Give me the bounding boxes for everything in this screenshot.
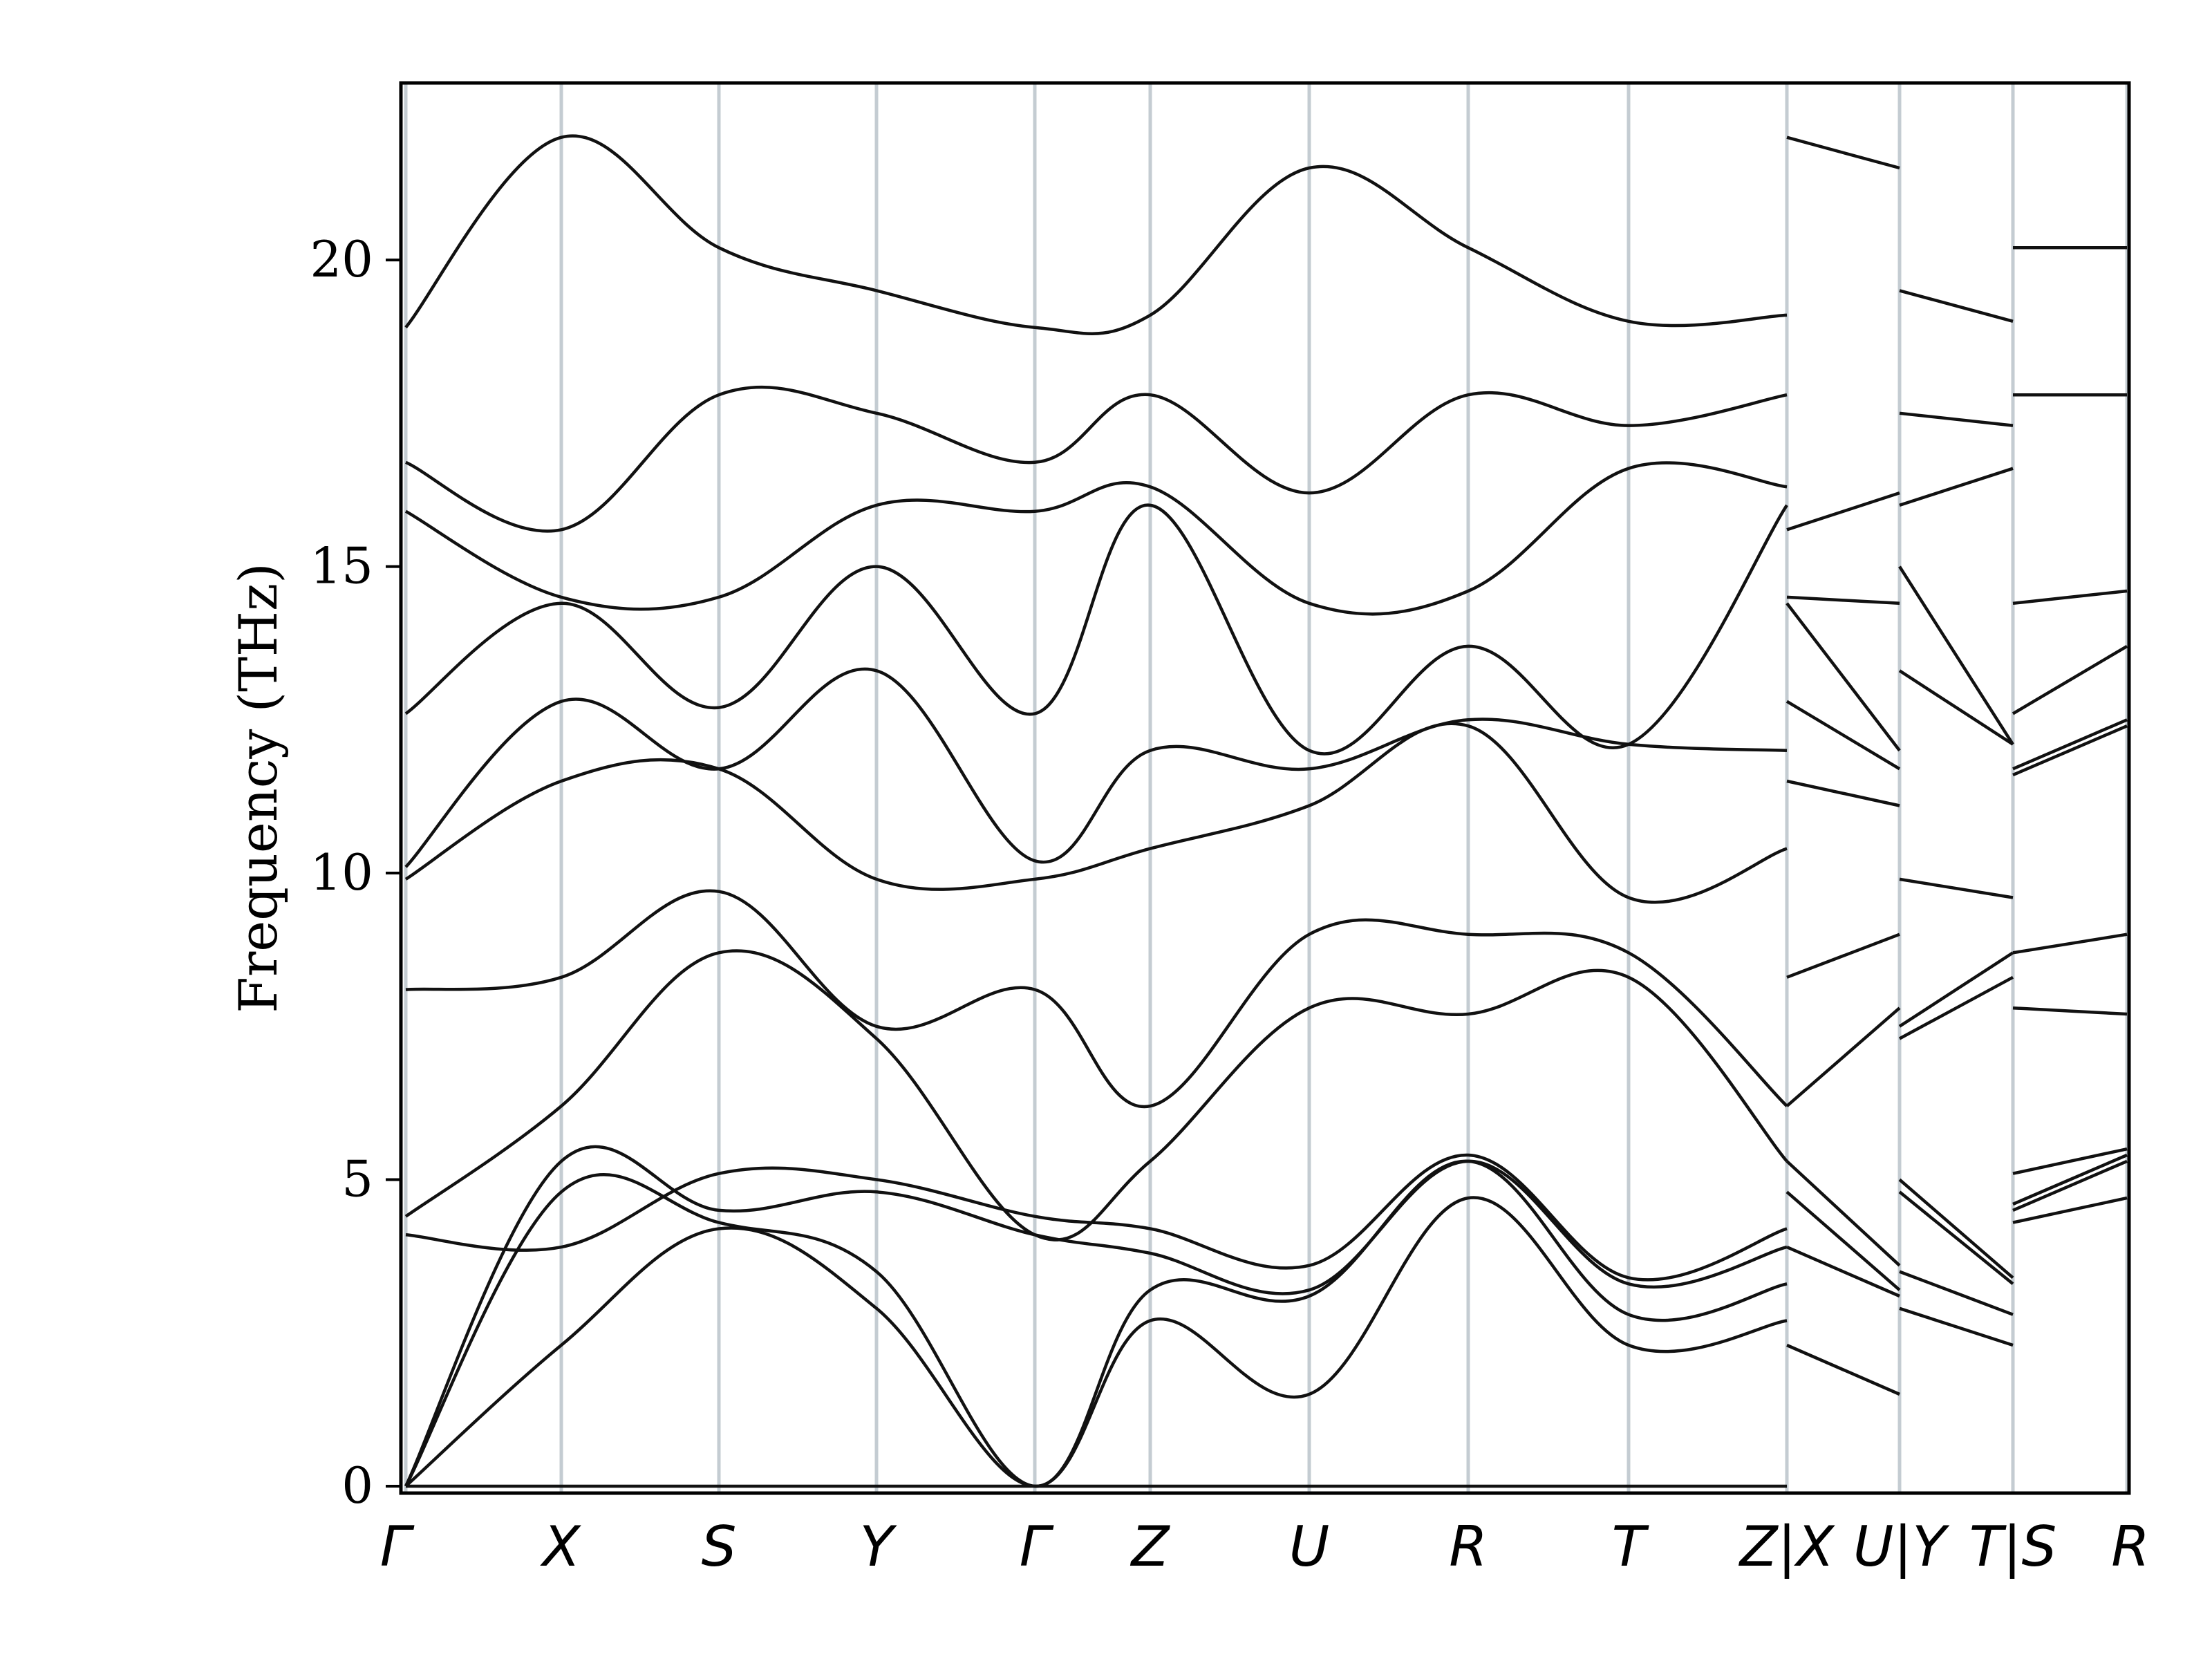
- x-tick-label: X: [540, 1515, 582, 1579]
- y-tick-label: 20: [310, 230, 373, 288]
- phonon-band: [404, 503, 1788, 756]
- phonon-band: [2012, 1159, 2128, 1212]
- phonon-band: [1785, 1160, 1901, 1267]
- phonon-band: [404, 461, 1788, 616]
- phonon-band: [2012, 644, 2128, 715]
- phonon-band: [405, 1153, 1788, 1282]
- phonon-bands: [404, 134, 2128, 1488]
- phonon-band: [1786, 1343, 1900, 1396]
- x-tick-label: Γ: [1020, 1515, 1054, 1579]
- phonon-band: [1786, 932, 1900, 979]
- phonon-band: [1786, 491, 1900, 532]
- phonon-band: [1898, 1190, 2014, 1286]
- plot-frame: [399, 81, 2131, 1495]
- phonon-band: [1786, 135, 1900, 170]
- x-tick-label: T: [1612, 1515, 1650, 1579]
- phonon-band: [2012, 1153, 2128, 1206]
- high-symmetry-lines: [404, 83, 2129, 1493]
- phonon-band: [1899, 1306, 2014, 1347]
- phonon-band: [2012, 1006, 2128, 1016]
- phonon-band: [1898, 669, 2014, 746]
- phonon-band: [1786, 779, 1900, 807]
- y-axis: 0 5 10 15 20: [310, 230, 401, 1515]
- phonon-band: [1785, 1190, 1901, 1291]
- y-tick-label: 10: [310, 843, 373, 901]
- x-axis: Γ X S Y Γ Z U R T Z|X U|Y T|S R: [380, 1515, 2150, 1580]
- phonon-band: [1785, 700, 1901, 771]
- x-tick-label: S: [702, 1515, 737, 1579]
- x-tick-label: Γ: [380, 1515, 415, 1579]
- phonon-band: [1785, 1006, 1901, 1107]
- x-tick-label: Z: [1130, 1515, 1171, 1579]
- x-tick-label: R: [2111, 1515, 2150, 1579]
- phonon-band: [404, 667, 1788, 868]
- phonon-band: [404, 722, 1788, 904]
- phonon-band: [1898, 951, 2014, 1028]
- phonon-band: [1899, 411, 2014, 427]
- phonon-band: [1899, 289, 2014, 323]
- phonon-band: [404, 1196, 1788, 1488]
- phonon-band: [2012, 1147, 2128, 1175]
- y-tick-label: 0: [341, 1456, 373, 1515]
- y-tick-label: 15: [310, 537, 373, 595]
- x-tick-label: U: [1289, 1515, 1330, 1579]
- phonon-band: [1899, 877, 2014, 899]
- x-tick-label: Y: [860, 1515, 898, 1579]
- phonon-band: [404, 1159, 1788, 1488]
- x-tick-label: T|S: [1969, 1515, 2057, 1580]
- y-axis-label: Frequency (THz): [227, 563, 289, 1013]
- phonon-band: [1898, 1178, 2014, 1280]
- phonon-band: [1786, 595, 1900, 606]
- phonon-band: [2012, 932, 2128, 955]
- phonon-band: [1898, 565, 2014, 746]
- phonon-band: [1899, 1270, 2014, 1316]
- y-tick-label: 5: [341, 1150, 373, 1208]
- phonon-band: [405, 889, 1788, 1109]
- phonon-band: [2012, 724, 2128, 777]
- phonon-band: [2012, 589, 2128, 606]
- phonon-band: [2012, 1196, 2128, 1224]
- x-tick-label: U|Y: [1853, 1515, 1951, 1580]
- phonon-band: [404, 949, 1788, 1241]
- x-tick-label: Z|X: [1738, 1515, 1836, 1580]
- x-tick-label: R: [1449, 1515, 1488, 1579]
- phonon-band: [1899, 467, 2014, 507]
- phonon-band: [404, 1145, 1788, 1487]
- phonon-band: [404, 134, 1788, 335]
- phonon-band: [1786, 1246, 1900, 1298]
- phonon-band: [1785, 602, 1901, 752]
- phonon-band: [2012, 718, 2128, 771]
- phonon-band: [405, 385, 1788, 533]
- phonon-band: [1898, 975, 2014, 1040]
